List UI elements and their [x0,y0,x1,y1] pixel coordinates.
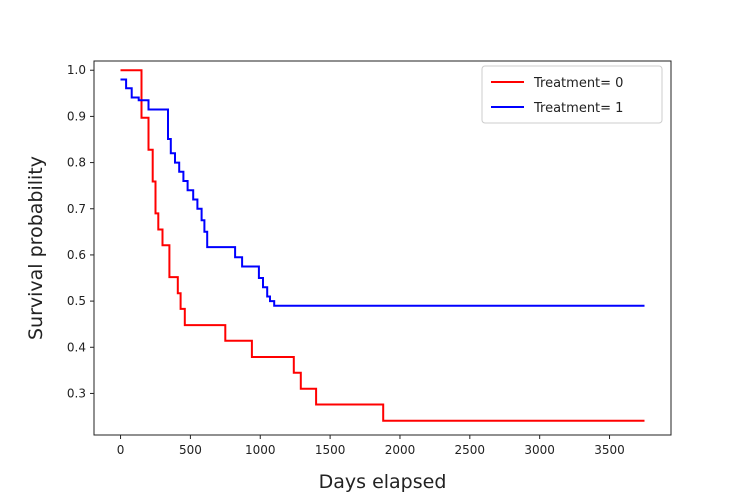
series-line-treatment-0 [120,69,645,422]
x-axis-label: Days elapsed [319,471,447,493]
x-tick-label: 1500 [315,443,346,457]
y-tick-label: 0.4 [67,340,86,354]
x-tick-label: 2000 [385,443,416,457]
y-tick-label: 0.5 [67,294,86,308]
y-tick-label: 0.6 [67,248,86,262]
y-tick-label: 0.9 [67,109,86,123]
x-tick-label: 0 [117,443,125,457]
legend-label: Treatment= 1 [533,101,623,116]
y-tick-label: 0.8 [67,156,86,170]
x-tick-label: 500 [179,443,202,457]
x-tick-label: 2500 [455,443,486,457]
y-tick-label: 0.3 [67,386,86,400]
plot-frame [93,60,672,436]
x-axis-ticks: 0 500 1000 1500 2000 2500 3000 3500 [117,435,625,457]
y-axis-label: Survival probability [25,156,47,340]
legend-label: Treatment= 0 [533,76,623,91]
x-tick-label: 1000 [245,443,276,457]
series-line-treatment-1 [120,78,645,307]
y-tick-label: 1.0 [67,63,86,77]
y-tick-label: 0.7 [67,202,86,216]
series-layer [120,69,645,422]
legend: Treatment= 0 Treatment= 1 [481,65,663,124]
x-tick-label: 3000 [524,443,555,457]
legend-box [481,65,663,124]
x-tick-label: 3500 [594,443,625,457]
y-axis-ticks: 0.3 0.4 0.5 0.6 0.7 0.8 0.9 1.0 [67,63,94,400]
